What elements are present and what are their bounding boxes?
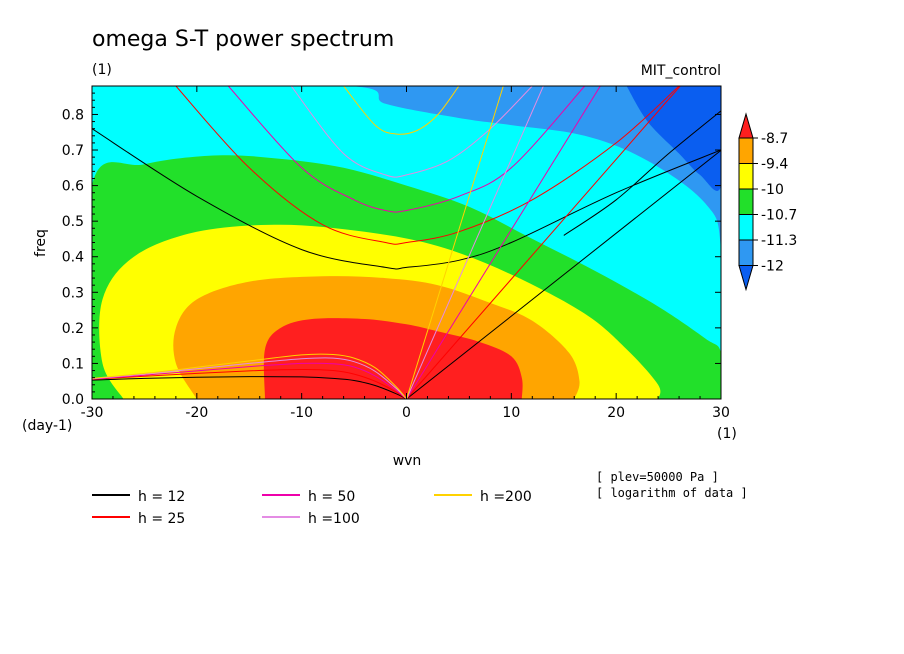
kelvin-curve-h25 <box>406 86 681 399</box>
rossby-curve-h100 <box>92 357 407 399</box>
ig-curve-h50-3 <box>227 86 586 213</box>
annotation-log: [ logarithm of data ] <box>596 486 748 500</box>
x-tick-label: -20 <box>185 405 208 421</box>
colorbar-label: -11.3 <box>761 233 797 249</box>
colorbar-arrow-top <box>738 112 754 139</box>
x-tick-label: -30 <box>81 405 104 421</box>
colorbar-segment <box>738 137 754 164</box>
rossby-curve-h25 <box>92 368 407 399</box>
y-tick-label: 0.8 <box>62 107 84 123</box>
kelvin-curve-h100 <box>406 86 544 399</box>
legend-label-h50: h = 50 <box>308 489 355 505</box>
legend-label-h200: h =200 <box>480 489 532 505</box>
run-label: MIT_control <box>641 63 721 79</box>
chart-subtitle: (1) <box>92 62 112 78</box>
annotation-plev: [ plev=50000 Pa ] <box>596 470 719 484</box>
y-axis: 0.0 0.1 0.2 0.3 0.4 0.5 0.6 0.7 0.8 <box>62 92 721 408</box>
x-tick-label: 0 <box>402 405 411 421</box>
rossby-curve-h50 <box>92 362 407 399</box>
ig-curve-h200-5 <box>343 86 460 135</box>
ig-curve-h12-1 <box>563 110 721 236</box>
rossby-curve-h12 <box>92 376 407 399</box>
colorbar: -8.7 -9.4 -10 -10.7 -11.3 -12 <box>738 112 797 292</box>
x-tick-label: 10 <box>502 405 520 421</box>
y-tick-label: 0.6 <box>62 179 84 195</box>
colorbar-arrow-bottom <box>738 265 754 292</box>
colorbar-segment <box>738 214 754 241</box>
x-unit-label: (1) <box>717 426 737 442</box>
colorbar-label: -10.7 <box>761 208 797 224</box>
kelvin-curve-h200 <box>406 86 504 399</box>
colorbar-segment <box>738 239 754 266</box>
rossby-curve-h200 <box>92 353 407 399</box>
x-axis: -30 -20 -10 0 10 20 30 <box>81 86 730 421</box>
legend-label-h25: h = 25 <box>138 511 185 527</box>
y-tick-label: 0.1 <box>62 356 84 372</box>
legend-label-h100: h =100 <box>308 511 360 527</box>
y-tick-label: 0.3 <box>62 285 84 301</box>
colorbar-label: -8.7 <box>761 131 788 147</box>
y-axis-label: freq <box>33 229 49 257</box>
legend-label-h12: h = 12 <box>138 489 185 505</box>
chart-title: omega S-T power spectrum <box>92 27 394 52</box>
x-tick-label: -10 <box>290 405 313 421</box>
colorbar-label: -10 <box>761 182 784 198</box>
ig-curve-h25-2 <box>175 86 680 245</box>
colorbar-segment <box>738 188 754 215</box>
contour-region-0 <box>263 318 523 399</box>
x-tick-label: 20 <box>607 405 625 421</box>
y-tick-label: 0.7 <box>62 143 84 159</box>
contour-region-6 <box>626 86 721 191</box>
dispersion-curves <box>92 86 721 399</box>
x-tick-label: 30 <box>712 405 730 421</box>
y-tick-label: 0.0 <box>62 392 84 408</box>
colorbar-segment <box>738 163 754 190</box>
x-axis-label: wvn <box>393 453 422 469</box>
colorbar-label: -9.4 <box>761 157 788 173</box>
y-tick-label: 0.2 <box>62 321 84 337</box>
y-tick-label: 0.4 <box>62 250 84 266</box>
ig-curve-h12-0 <box>92 128 721 270</box>
colorbar-label: -12 <box>761 259 784 275</box>
legend: h = 12 h = 25 h = 50 h =100 h =200 <box>92 489 532 527</box>
y-unit-label: (day-1) <box>22 418 72 434</box>
kelvin-curve-h50 <box>406 86 601 399</box>
kelvin-curve-h12 <box>406 149 721 399</box>
filled-contours <box>92 86 721 399</box>
y-tick-label: 0.5 <box>62 214 84 230</box>
